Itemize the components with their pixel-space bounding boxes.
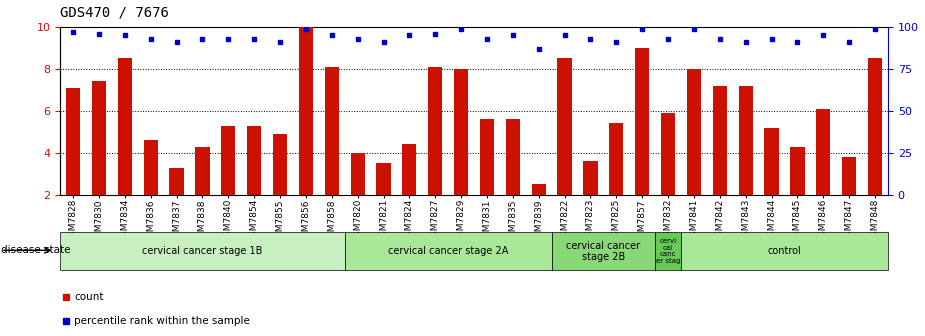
- Text: GDS470 / 7676: GDS470 / 7676: [60, 5, 169, 19]
- Bar: [169, 168, 184, 195]
- Bar: [681, 232, 888, 270]
- Text: count: count: [74, 292, 104, 302]
- Bar: [345, 232, 551, 270]
- Bar: [868, 58, 882, 195]
- Bar: [661, 113, 675, 195]
- Bar: [558, 58, 572, 195]
- Bar: [790, 146, 805, 195]
- Bar: [402, 144, 416, 195]
- Bar: [655, 232, 681, 270]
- Bar: [66, 88, 80, 195]
- Bar: [325, 67, 339, 195]
- Text: cervi
cal
canc
er stag: cervi cal canc er stag: [656, 239, 680, 264]
- Bar: [299, 27, 313, 195]
- Text: disease state: disease state: [1, 245, 70, 255]
- Bar: [738, 86, 753, 195]
- Bar: [584, 161, 598, 195]
- Bar: [60, 232, 345, 270]
- Bar: [764, 128, 779, 195]
- Text: control: control: [768, 246, 801, 256]
- Bar: [551, 232, 655, 270]
- Bar: [117, 58, 132, 195]
- Bar: [506, 119, 520, 195]
- Bar: [610, 124, 623, 195]
- Text: cervical cancer stage 2A: cervical cancer stage 2A: [388, 246, 509, 256]
- Bar: [428, 67, 442, 195]
- Bar: [376, 163, 390, 195]
- Bar: [273, 134, 287, 195]
- Bar: [143, 140, 158, 195]
- Text: percentile rank within the sample: percentile rank within the sample: [74, 316, 250, 326]
- Bar: [842, 157, 857, 195]
- Text: cervical cancer
stage 2B: cervical cancer stage 2B: [566, 241, 640, 261]
- Bar: [532, 184, 546, 195]
- Bar: [195, 146, 210, 195]
- Bar: [454, 69, 468, 195]
- Bar: [247, 126, 261, 195]
- Bar: [480, 119, 494, 195]
- Bar: [92, 82, 106, 195]
- Text: cervical cancer stage 1B: cervical cancer stage 1B: [142, 246, 263, 256]
- Bar: [816, 109, 831, 195]
- Bar: [221, 126, 235, 195]
- Bar: [635, 48, 649, 195]
- Bar: [687, 69, 701, 195]
- Bar: [351, 153, 364, 195]
- Bar: [713, 86, 727, 195]
